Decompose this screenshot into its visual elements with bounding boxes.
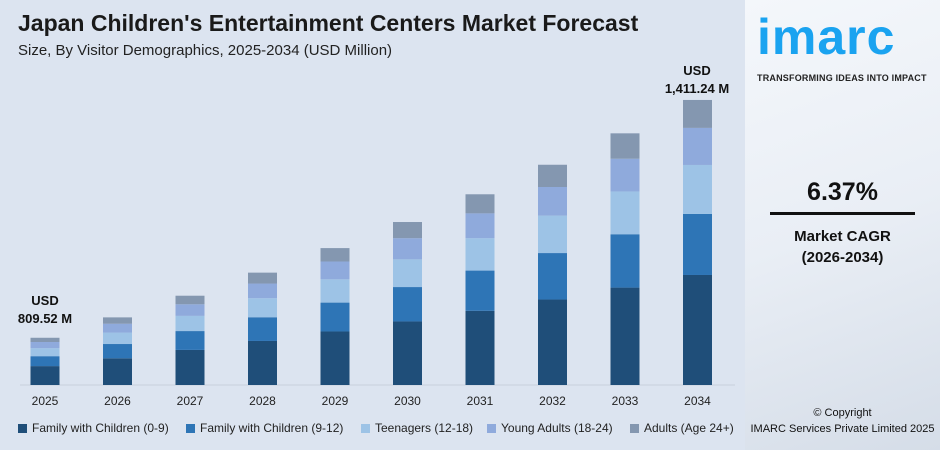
x-tick-label: 2030	[394, 394, 421, 408]
bar-segment	[465, 270, 495, 311]
bar-segment	[465, 213, 495, 239]
brand-tagline: TRANSFORMING IDEAS INTO IMPACT	[757, 73, 927, 83]
bar-segment	[465, 238, 495, 271]
bar-segment	[683, 127, 712, 165]
stacked-bar-chart: 2025 2026 2027 2028 2029 2030 2031 2032 2033 2034…	[18, 63, 735, 408]
bar-segment	[30, 366, 60, 385]
chart-panel: Japan Children's Entertainment Centers M…	[17, 10, 735, 435]
last-value-label: 1,411.24 M	[665, 81, 729, 96]
bar-segment	[610, 191, 640, 235]
x-tick-label: 2034	[684, 394, 711, 408]
bar-segment	[683, 164, 712, 214]
legend-label: Adults (Age 24+)	[644, 421, 734, 435]
x-tick-label: 2028	[249, 394, 276, 408]
legend-item-family-9-12: Family with Children (9-12)	[186, 421, 343, 435]
bar-segment	[538, 187, 567, 216]
bar-segment	[248, 283, 277, 299]
cagr-label: Market CAGR	[794, 228, 891, 245]
x-tick-label: 2027	[177, 394, 204, 408]
bar-segment	[320, 302, 350, 332]
bar-segment	[103, 317, 132, 324]
bar-segment	[103, 344, 132, 359]
bar-segment	[465, 310, 495, 385]
bar-segment	[30, 337, 60, 343]
legend-label: Young Adults (18-24)	[501, 421, 613, 435]
bar-segment	[175, 349, 205, 385]
x-tick-label: 2026	[104, 394, 131, 408]
legend-item-adults: Adults (Age 24+)	[630, 421, 734, 435]
cagr-value: 6.37%	[807, 178, 878, 206]
x-tick-label: 2032	[539, 394, 566, 408]
first-value-label: 809.52 M	[18, 311, 72, 326]
last-value-label-usd: USD	[683, 63, 710, 78]
legend-item-family-0-9: Family with Children (0-9)	[18, 421, 169, 435]
legend-label: Teenagers (12-18)	[375, 421, 474, 435]
bar-segment	[393, 222, 422, 239]
bar-segment	[610, 158, 640, 192]
first-value-label-usd: USD	[31, 293, 58, 308]
x-tick-label: 2033	[612, 394, 639, 408]
bar-segment	[538, 253, 567, 300]
cagr-period: (2026-2034)	[801, 249, 884, 266]
legend-label: Family with Children (9-12)	[200, 421, 344, 435]
bar-segment	[683, 274, 712, 385]
legend-swatch	[630, 423, 639, 433]
bar-segment	[320, 279, 350, 303]
bar-segment	[320, 331, 350, 385]
bar-segment	[320, 261, 350, 280]
bar-segment	[175, 295, 205, 305]
legend-item-teenagers: Teenagers (12-18)	[361, 421, 473, 435]
bar-segment	[393, 238, 422, 260]
bar-segment	[248, 340, 277, 385]
cagr-divider	[770, 212, 915, 215]
legend-swatch	[487, 423, 496, 433]
bar-segment	[538, 164, 567, 188]
x-tick-label: 2025	[32, 394, 59, 408]
company-name: IMARC Services Private Limited 2025	[750, 423, 935, 435]
bar-segment	[683, 213, 712, 275]
bar-segment	[248, 272, 277, 284]
bar-segment	[248, 317, 277, 341]
legend-label: Family with Children (0-9)	[32, 421, 169, 435]
x-tick-label: 2029	[322, 394, 349, 408]
chart-subtitle: Size, By Visitor Demographics, 2025-2034…	[18, 42, 393, 59]
bar-segment	[393, 259, 422, 288]
legend-item-young-adults: Young Adults (18-24)	[487, 421, 613, 435]
legend-swatch	[186, 423, 195, 433]
bar-segment	[610, 234, 640, 288]
bar-segment	[683, 99, 712, 128]
bar-segment	[320, 248, 350, 262]
legend-swatch	[361, 423, 370, 433]
legend-swatch	[18, 423, 27, 433]
info-panel: imarc TRANSFORMING IDEAS INTO IMPACT 6.3…	[745, 0, 940, 450]
bar-segment	[465, 194, 495, 214]
bar-segment	[30, 356, 60, 367]
bar-segment	[30, 348, 60, 357]
bar-segment	[538, 299, 567, 385]
bar-segment	[175, 315, 205, 332]
bar-segment	[610, 133, 640, 159]
chart-title: Japan Children's Entertainment Centers M…	[18, 10, 639, 36]
bar-segment	[248, 298, 277, 318]
copyright: © Copyright	[813, 407, 872, 419]
x-tick-label: 2031	[467, 394, 494, 408]
bar-segment	[393, 321, 422, 385]
imarc-logo: imarc	[757, 9, 896, 65]
bar-segment	[103, 332, 132, 345]
bar-segment	[538, 215, 567, 254]
bar-segment	[175, 304, 205, 316]
bar-segment	[610, 287, 640, 385]
bar-segment	[175, 331, 205, 350]
bar-segment	[30, 342, 60, 349]
bar-segment	[103, 358, 132, 385]
bar-segment	[103, 323, 132, 333]
bar-segment	[393, 287, 422, 322]
